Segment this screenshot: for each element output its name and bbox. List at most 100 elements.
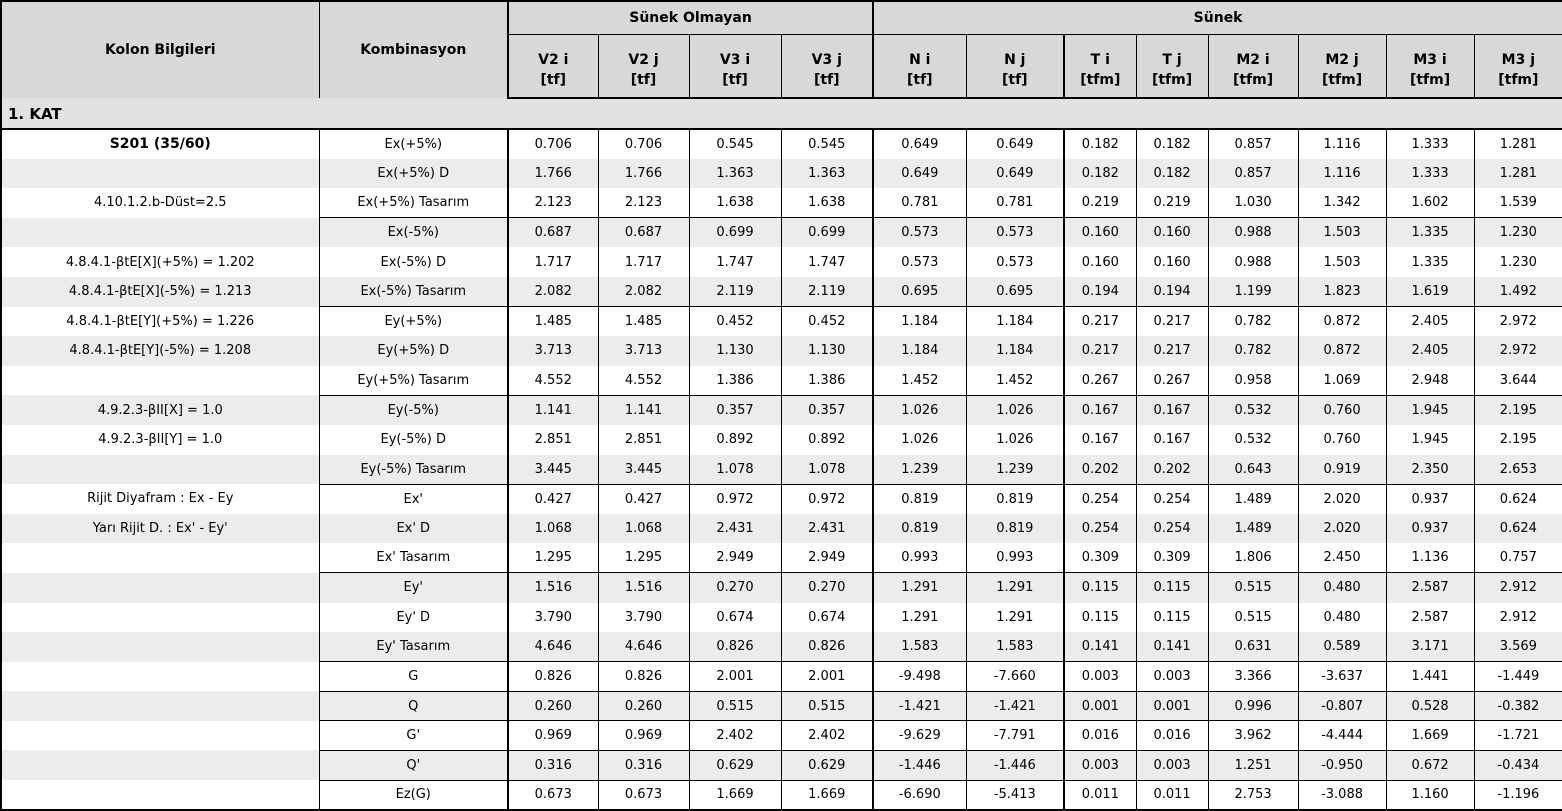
value-cell: 1.026 [965,424,1065,455]
value-cell: 1.026 [872,394,967,425]
value-cell: 1.823 [1297,276,1387,307]
value-cell: 0.016 [1063,720,1137,751]
column-info-cell: 4.8.4.1-βtE[X](-5%) = 1.213 [1,276,319,307]
value-cell: 1.281 [1473,158,1562,189]
value-cell: 0.267 [1135,365,1209,396]
value-cell: 0.011 [1063,779,1137,811]
value-cell: 0.892 [780,424,874,455]
value-cell: 1.116 [1297,158,1387,189]
value-cell: 0.545 [688,129,781,159]
value-cell: 1.141 [597,394,689,425]
value-cell: 2.082 [507,276,598,307]
value-cell: 2.001 [780,661,874,692]
value-cell: 0.217 [1135,336,1209,366]
value-cell: 0.673 [597,779,689,811]
column-info-cell: 4.8.4.1-βtE[X](+5%) = 1.202 [1,247,319,277]
value-cell: 1.503 [1297,247,1387,277]
column-info-cell [1,750,319,781]
value-cell: 0.167 [1135,394,1209,425]
value-cell: 1.806 [1207,543,1299,573]
value-cell: -5.413 [965,779,1065,811]
value-cell: 2.402 [780,720,874,751]
value-cell: 0.699 [688,217,781,248]
value-cell: 0.001 [1063,690,1137,721]
header-col-v2i: V2 i [tf] [507,34,598,99]
value-cell: 0.781 [965,188,1065,218]
value-cell: 1.026 [965,394,1065,425]
value-cell: 0.872 [1297,306,1387,337]
combination-cell: Ey(-5%) D [318,424,508,455]
value-cell: 1.669 [688,779,781,811]
table-row: Q 0.260 0.260 0.515 0.515 -1.421 -1.421 0.001 0.… [1,690,1562,721]
value-cell: 1.160 [1385,779,1475,811]
value-cell: 0.649 [872,158,967,189]
column-info-cell [1,158,319,189]
value-cell: 0.515 [1207,572,1299,603]
table-row: 4.8.4.1-βtE[X](-5%) = 1.213 Ex(-5%) Tasar… [1,276,1562,307]
value-cell: 2.195 [1473,394,1562,425]
value-cell: -1.446 [965,749,1065,781]
value-cell: 1.363 [780,158,874,189]
column-info-cell: 4.8.4.1-βtE[Y](+5%) = 1.226 [1,306,319,337]
value-cell: 0.695 [965,276,1065,307]
value-cell: 0.515 [780,690,874,721]
value-cell: 0.649 [965,158,1065,189]
value-cell: -0.950 [1297,749,1387,781]
value-cell: 0.254 [1135,513,1209,544]
value-cell: 0.011 [1135,779,1209,811]
header-group-row: Kolon Bilgileri Kombinasyon Sünek Olmaya… [1,1,1562,98]
value-cell: 1.485 [597,306,689,337]
value-cell: 0.958 [1207,365,1299,396]
value-cell: 0.819 [965,483,1065,514]
value-cell: 2.912 [1473,602,1562,633]
value-cell: 0.001 [1135,690,1209,721]
value-cell: 1.199 [1207,276,1299,307]
value-cell: 2.001 [688,661,781,692]
value-cell: 2.753 [1207,779,1299,811]
table-row: 4.8.4.1-βtE[Y](-5%) = 1.208 Ey(+5%) D 3.71… [1,336,1562,366]
value-cell: 1.945 [1385,394,1475,425]
table-row: Yarı Rijit D. : Ex' - Ey' Ex' D 1.068 1.068… [1,513,1562,544]
value-cell: 1.130 [688,336,781,366]
header-col-m2j: M2 j [tfm] [1297,34,1387,99]
header-col-m2i: M2 i [tfm] [1207,34,1299,99]
column-info-cell [1,661,319,692]
value-cell: 1.747 [780,247,874,277]
value-cell: 0.167 [1063,424,1137,455]
value-cell: 0.115 [1135,602,1209,633]
value-cell: 0.782 [1207,336,1299,366]
value-cell: 0.969 [597,720,689,751]
value-cell: 0.826 [507,661,598,692]
value-cell: 0.219 [1135,188,1209,218]
value-cell: 0.427 [597,483,689,514]
table-row: Q' 0.316 0.316 0.629 0.629 -1.446 -1.446 0.003 0… [1,749,1562,781]
value-cell: 1.333 [1385,158,1475,189]
value-cell: 2.912 [1473,572,1562,603]
value-cell: 1.516 [507,572,598,603]
value-cell: 0.687 [597,217,689,248]
value-cell: 1.602 [1385,188,1475,218]
value-cell: 0.452 [780,306,874,337]
value-cell: 2.431 [688,513,781,544]
value-cell: 2.450 [1297,543,1387,573]
value-cell: 2.405 [1385,306,1475,337]
value-cell: 1.638 [688,188,781,218]
value-cell: 0.160 [1135,217,1209,248]
column-info-cell [1,780,319,810]
value-cell: 0.217 [1063,336,1137,366]
column-info-cell [1,543,319,573]
value-cell: 0.674 [780,602,874,633]
header-col-nj: N j [tf] [965,34,1065,99]
column-info-cell [1,572,319,603]
value-cell: 0.819 [872,483,967,514]
value-cell: 1.485 [507,306,598,337]
column-info-cell: Yarı Rijit D. : Ex' - Ey' [1,513,319,544]
value-cell: 0.260 [507,690,598,721]
value-cell: 0.919 [1297,454,1387,485]
combination-cell: Ey' D [318,602,508,633]
value-cell: 0.993 [965,543,1065,573]
table-row: S201 (35/60) Ex(+5%) 0.706 0.706 0.545 0.545 0… [1,129,1562,159]
value-cell: 1.239 [965,454,1065,485]
value-cell: 0.988 [1207,247,1299,277]
